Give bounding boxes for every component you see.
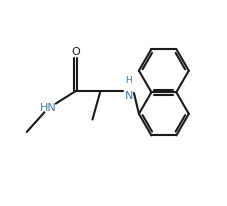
Text: O: O (71, 47, 79, 57)
Text: HN: HN (40, 103, 56, 112)
Text: H: H (125, 76, 131, 84)
Text: N: N (124, 91, 132, 101)
